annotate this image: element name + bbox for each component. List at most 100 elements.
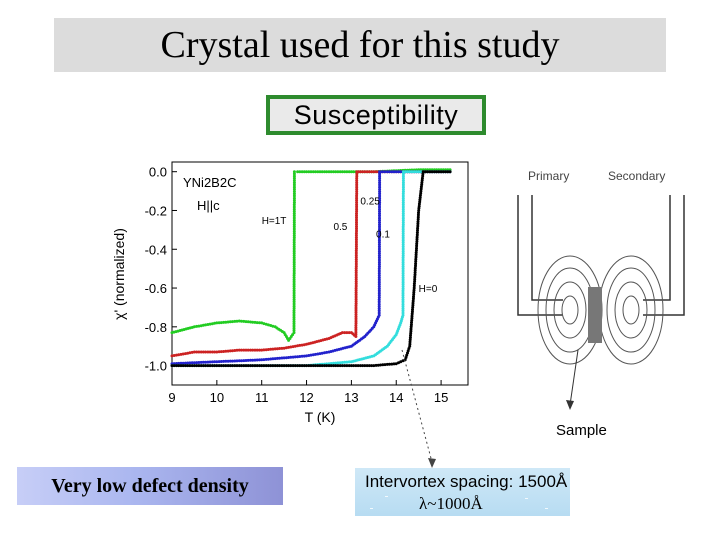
- data-point: [401, 183, 405, 187]
- data-point: [354, 295, 358, 299]
- data-point: [377, 309, 381, 313]
- annotation-label: H=1T: [262, 216, 287, 227]
- y-axis-label: χ' (normalized): [111, 228, 127, 320]
- data-point: [204, 323, 208, 327]
- data-point: [213, 364, 217, 368]
- data-point: [320, 364, 324, 368]
- data-point: [224, 320, 228, 324]
- data-point: [414, 255, 418, 259]
- data-point: [292, 223, 296, 227]
- data-point: [292, 207, 296, 211]
- data-point: [412, 295, 415, 299]
- data-point: [401, 278, 405, 282]
- data-point: [390, 170, 394, 174]
- data-point: [401, 214, 405, 218]
- data-point: [292, 262, 296, 266]
- data-point: [197, 364, 201, 368]
- data-point: [298, 364, 302, 368]
- data-point: [420, 181, 424, 184]
- data-point: [401, 216, 405, 220]
- data-point: [413, 266, 417, 270]
- data-point: [258, 321, 261, 325]
- data-point: [292, 205, 296, 209]
- data-point: [292, 282, 296, 286]
- data-point: [246, 348, 250, 352]
- data-point: [280, 346, 284, 350]
- data-point: [282, 356, 286, 360]
- data-point: [231, 359, 234, 363]
- data-point: [292, 227, 296, 231]
- data-point: [444, 170, 448, 174]
- secondary-label: Secondary: [608, 169, 665, 183]
- data-point: [377, 269, 381, 273]
- data-point: [278, 364, 282, 368]
- data-point: [292, 236, 296, 240]
- data-point: [231, 320, 234, 324]
- data-point: [354, 299, 358, 303]
- data-point: [233, 364, 237, 368]
- data-point: [363, 170, 367, 174]
- data-point: [224, 364, 228, 368]
- data-point: [355, 203, 359, 207]
- data-point: [379, 363, 382, 367]
- data-point: [401, 240, 405, 244]
- data-point: [292, 238, 296, 242]
- data-point: [292, 306, 296, 310]
- data-point: [354, 315, 358, 319]
- data-point: [292, 328, 296, 332]
- data-point: [181, 364, 185, 368]
- data-point: [334, 170, 338, 174]
- data-point: [292, 187, 296, 191]
- data-point: [377, 298, 381, 302]
- data-point: [377, 280, 381, 284]
- data-point: [385, 170, 389, 174]
- data-point: [201, 364, 205, 368]
- data-point: [255, 348, 259, 352]
- data-point: [338, 364, 342, 368]
- data-point: [377, 276, 381, 280]
- data-point: [292, 324, 296, 328]
- data-point: [345, 360, 349, 364]
- data-point: [381, 363, 385, 367]
- data-point: [354, 313, 358, 316]
- data-point: [292, 269, 296, 273]
- data-point: [377, 311, 381, 315]
- data-point: [251, 364, 255, 368]
- data-point: [401, 260, 405, 264]
- data-point: [437, 170, 441, 174]
- data-point: [210, 360, 214, 364]
- data-point: [354, 324, 358, 327]
- data-point: [421, 172, 425, 176]
- series-h-0: [170, 170, 452, 368]
- data-point: [264, 357, 268, 361]
- series-h-1t: [170, 168, 452, 342]
- data-point: [287, 364, 291, 368]
- data-point: [378, 203, 381, 207]
- data-point: [222, 359, 226, 363]
- data-point: [305, 364, 308, 368]
- data-point: [356, 364, 360, 368]
- data-point: [343, 360, 347, 364]
- data-point: [401, 247, 405, 251]
- title-bar: Crystal used for this study: [54, 18, 666, 72]
- data-point: [292, 243, 296, 246]
- data-point: [378, 221, 381, 224]
- data-point: [390, 362, 394, 366]
- data-point: [284, 364, 288, 368]
- x-tick-label: 11: [255, 390, 268, 405]
- data-point: [355, 222, 358, 226]
- data-point: [354, 364, 358, 368]
- data-point: [262, 322, 266, 326]
- data-point: [210, 364, 214, 368]
- data-point: [354, 269, 358, 273]
- data-point: [242, 348, 246, 352]
- data-point: [235, 348, 239, 352]
- data-point: [423, 170, 427, 174]
- data-point: [233, 319, 237, 323]
- data-point: [292, 271, 296, 275]
- data-point: [401, 304, 405, 308]
- data-point: [237, 364, 241, 368]
- data-point: [311, 364, 315, 368]
- data-point: [292, 212, 296, 216]
- data-point: [355, 212, 358, 215]
